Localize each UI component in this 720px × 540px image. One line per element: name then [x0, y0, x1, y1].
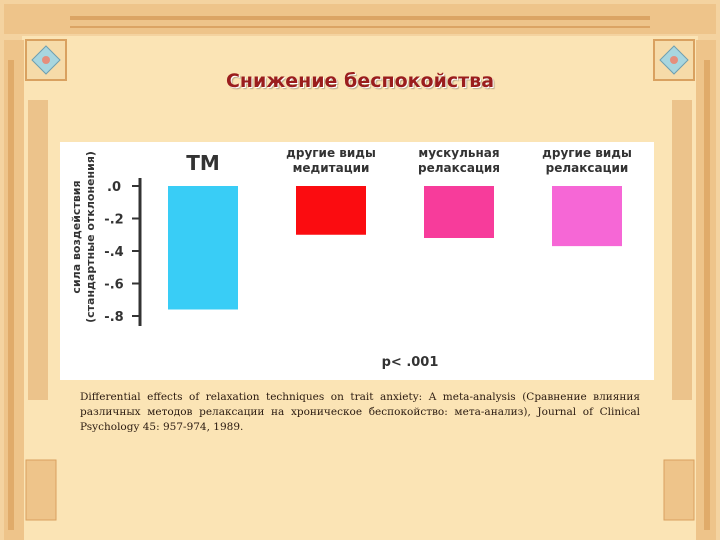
bar — [296, 186, 366, 235]
y-axis-label: сила воздействия(стандартные отклонения) — [70, 151, 97, 323]
ornament-corner-right — [653, 39, 695, 81]
ornament-right-column — [696, 40, 716, 540]
slide-title: Снижение беспокойства — [225, 70, 495, 92]
y-tick-label: -.8 — [104, 310, 123, 325]
category-label: другие виды медитации — [286, 146, 376, 175]
y-tick-label: .0 — [107, 180, 121, 195]
bar-chart: .0 -.2 -.4 -.6 -.8 сила воздействия(стандартн… — [70, 146, 632, 370]
ornament-base-left — [25, 459, 57, 521]
y-tick-label: -.6 — [104, 278, 123, 293]
source-citation: Differential effects of relaxation techn… — [80, 391, 640, 433]
ornament-corner-left — [25, 39, 67, 81]
chart-panel: .0 -.2 -.4 -.6 -.8 сила воздействия(стандартн… — [60, 142, 654, 380]
category-label: ТМ — [186, 151, 220, 175]
bar — [168, 186, 238, 310]
significance-annotation: p< .001 — [382, 355, 439, 370]
category-label: мускульная релаксация — [418, 146, 500, 175]
bar — [552, 186, 622, 247]
ornament-left-column — [4, 40, 24, 540]
ornament-base-right — [663, 459, 695, 521]
category-label: другие виды релаксации — [542, 146, 632, 175]
y-tick-label: -.2 — [104, 213, 123, 228]
y-tick-label: -.4 — [104, 245, 123, 260]
bar — [424, 186, 494, 238]
